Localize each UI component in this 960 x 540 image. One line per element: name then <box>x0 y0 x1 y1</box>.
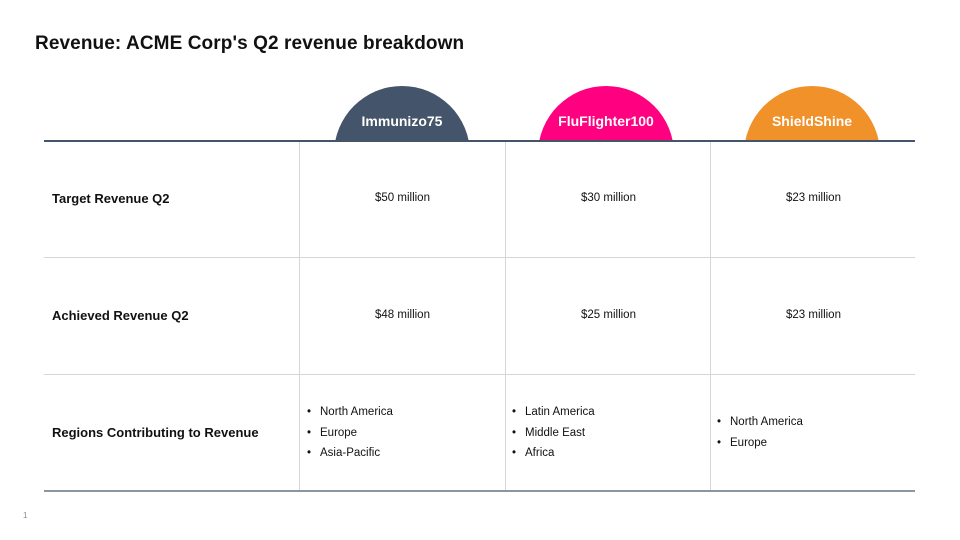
list-item: Asia-Pacific <box>306 443 393 464</box>
row-label-achieved-revenue: Achieved Revenue Q2 <box>52 308 189 323</box>
list-item: Europe <box>306 423 393 444</box>
table-bottom-rule <box>44 490 915 492</box>
cell-target-fluflighter100: $30 million <box>581 192 636 204</box>
list-item: North America <box>306 402 393 423</box>
product-tab-fluflighter100: FluFlighter100 <box>538 86 674 141</box>
regions-list-shieldshine: North America Europe <box>716 412 803 453</box>
row-divider <box>44 257 915 258</box>
product-tab-shieldshine: ShieldShine <box>744 86 880 141</box>
list-item: Europe <box>716 433 803 454</box>
product-name: ShieldShine <box>771 113 853 129</box>
column-divider <box>299 142 300 490</box>
cell-target-shieldshine: $23 million <box>786 192 841 204</box>
product-name: FluFlighter100 <box>558 113 654 129</box>
cell-achieved-shieldshine: $23 million <box>786 309 841 321</box>
list-item: North America <box>716 412 803 433</box>
cell-achieved-immunizo75: $48 million <box>375 309 430 321</box>
page-number: 1 <box>23 511 28 520</box>
row-divider <box>44 374 915 375</box>
list-item: Middle East <box>511 423 595 444</box>
slide-title: Revenue: ACME Corp's Q2 revenue breakdow… <box>35 33 465 54</box>
product-name: Immunizo75 <box>361 113 443 129</box>
header-divider <box>44 140 915 142</box>
row-label-target-revenue: Target Revenue Q2 <box>52 191 170 206</box>
revenue-table: Immunizo75 FluFlighter100 ShieldShine Ta… <box>44 83 915 492</box>
column-divider <box>710 142 711 490</box>
table-header-row: Immunizo75 FluFlighter100 ShieldShine <box>44 83 915 141</box>
cell-target-immunizo75: $50 million <box>375 192 430 204</box>
cell-achieved-fluflighter100: $25 million <box>581 309 636 321</box>
product-tab-immunizo75: Immunizo75 <box>334 86 470 141</box>
list-item: Latin America <box>511 402 595 423</box>
regions-list-fluflighter100: Latin America Middle East Africa <box>511 402 595 464</box>
row-label-regions: Regions Contributing to Revenue <box>52 425 259 440</box>
list-item: Africa <box>511 443 595 464</box>
column-divider <box>505 142 506 490</box>
regions-list-immunizo75: North America Europe Asia-Pacific <box>306 402 393 464</box>
